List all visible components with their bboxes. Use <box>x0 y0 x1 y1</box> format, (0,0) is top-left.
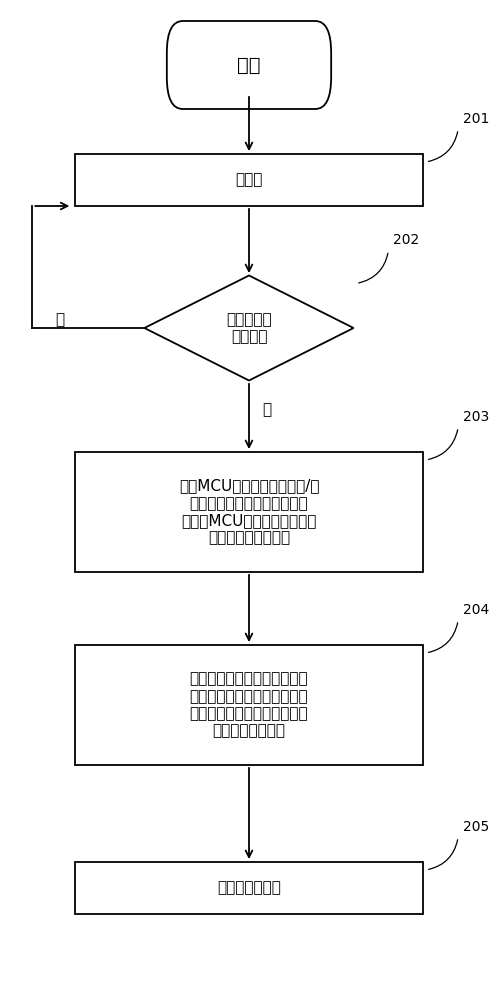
Text: 202: 202 <box>393 233 420 247</box>
Text: 通过MCU的计数器测量电压/频
率转换器输出信号的脉宽値，
并通过MCU外部中断读取脉宽
値，存入脉宽缓冲区: 通过MCU的计数器测量电压/频 率转换器输出信号的脉宽値， 并通过MCU外部中断… <box>179 478 319 546</box>
Text: 205: 205 <box>463 820 490 834</box>
Text: 按键标志位
被置位？: 按键标志位 被置位？ <box>226 312 272 344</box>
Bar <box>75 452 423 572</box>
Polygon shape <box>144 275 354 380</box>
Text: 是: 是 <box>262 402 271 418</box>
FancyBboxPatch shape <box>167 21 331 109</box>
Bar <box>75 862 423 914</box>
Text: 203: 203 <box>463 410 490 424</box>
Bar <box>75 645 423 765</box>
Text: 否: 否 <box>55 312 64 328</box>
Bar <box>75 154 423 206</box>
Text: 按键标志位清零: 按键标志位清零 <box>217 880 281 896</box>
Text: 204: 204 <box>463 603 490 617</box>
Text: 在主程序的按键处理函数中，
根据所述脉宽値和预存的映射
关系表识别当前被按下的一个
或者多个按键信息: 在主程序的按键处理函数中， 根据所述脉宽値和预存的映射 关系表识别当前被按下的一… <box>190 671 308 739</box>
Text: 201: 201 <box>463 112 490 126</box>
Text: 开始: 开始 <box>237 55 261 75</box>
Text: 初始化: 初始化 <box>236 172 262 188</box>
